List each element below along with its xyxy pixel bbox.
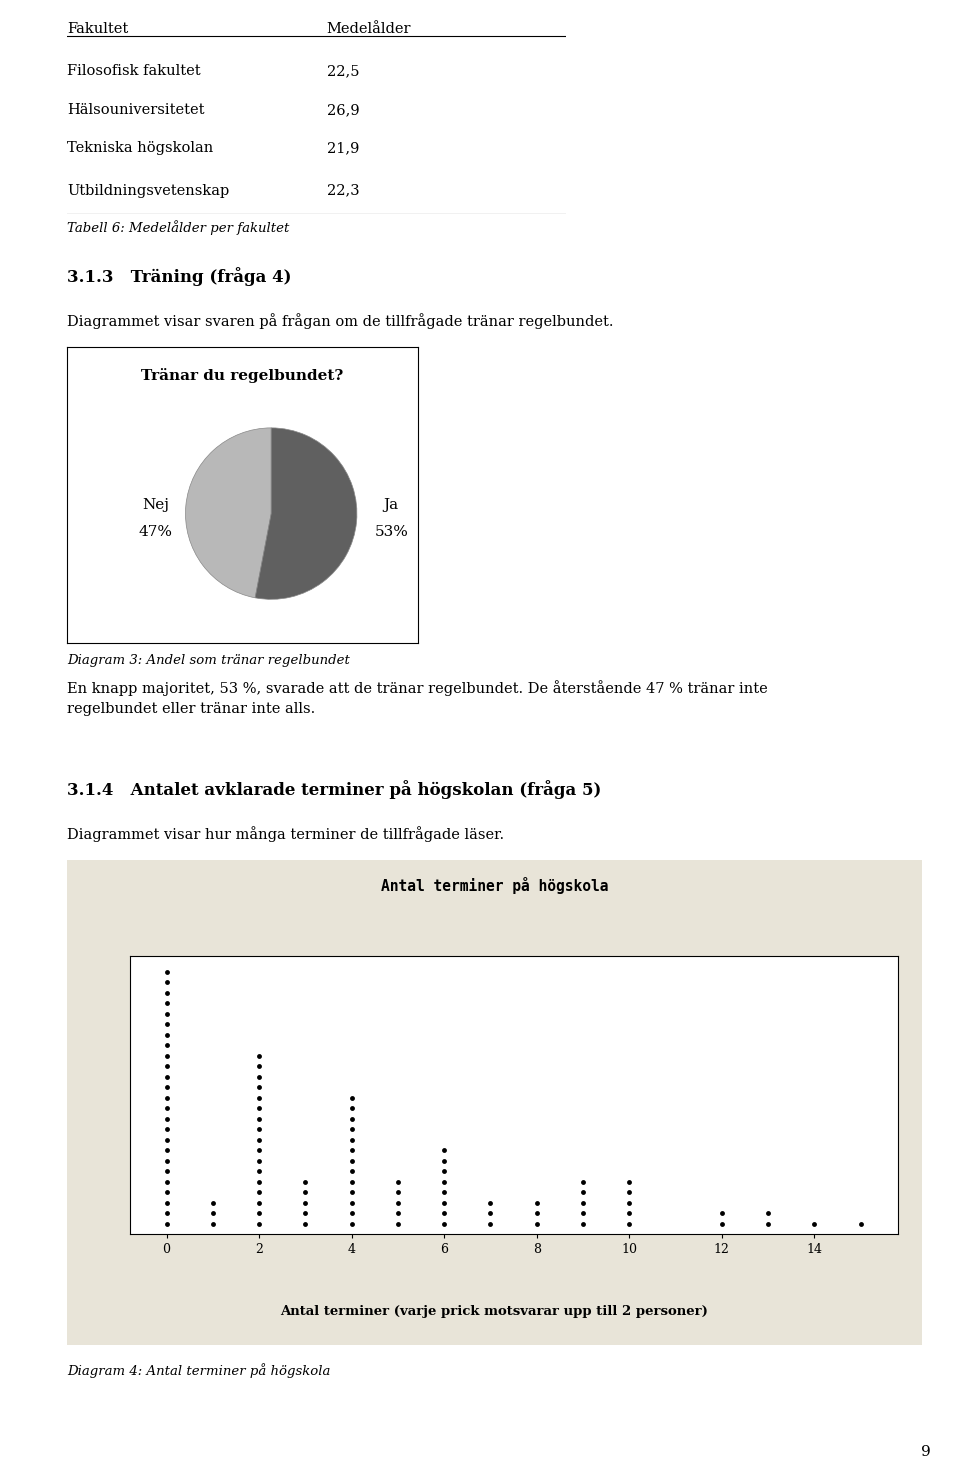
Text: 53%: 53% xyxy=(374,526,408,539)
Text: Utbildningsvetenskap: Utbildningsvetenskap xyxy=(67,183,229,198)
Text: Antal terminer (varje prick motsvarar upp till 2 personer): Antal terminer (varje prick motsvarar up… xyxy=(280,1305,708,1318)
Text: 3.1.3   Träning (fråga 4): 3.1.3 Träning (fråga 4) xyxy=(67,268,292,285)
Text: Nej: Nej xyxy=(142,498,169,511)
Text: 21,9: 21,9 xyxy=(326,142,359,155)
Wedge shape xyxy=(185,429,271,597)
Text: 26,9: 26,9 xyxy=(326,103,359,117)
Text: 22,5: 22,5 xyxy=(326,65,359,78)
Text: Diagrammet visar svaren på frågan om de tillfrågade tränar regelbundet.: Diagrammet visar svaren på frågan om de … xyxy=(67,313,613,330)
Text: Medelålder: Medelålder xyxy=(326,22,411,35)
Text: 47%: 47% xyxy=(138,526,173,539)
Text: Tränar du regelbundet?: Tränar du regelbundet? xyxy=(141,368,344,383)
Text: Ja: Ja xyxy=(384,498,398,511)
Text: 9: 9 xyxy=(922,1445,931,1459)
Text: Hälsouniversitetet: Hälsouniversitetet xyxy=(67,103,204,117)
Text: Diagram 3: Andel som tränar regelbundet: Diagram 3: Andel som tränar regelbundet xyxy=(67,655,350,667)
Text: 3.1.4   Antalet avklarade terminer på högskolan (fråga 5): 3.1.4 Antalet avklarade terminer på högs… xyxy=(67,780,602,798)
Text: En knapp majoritet, 53 %, svarade att de tränar regelbundet. De återstående 47 %: En knapp majoritet, 53 %, svarade att de… xyxy=(67,680,768,717)
Text: 22,3: 22,3 xyxy=(326,183,359,198)
Text: Filosofisk fakultet: Filosofisk fakultet xyxy=(67,65,201,78)
Wedge shape xyxy=(255,429,357,599)
Text: Tabell 6: Medelålder per fakultet: Tabell 6: Medelålder per fakultet xyxy=(67,220,290,235)
Text: Fakultet: Fakultet xyxy=(67,22,129,35)
Text: Diagrammet visar hur många terminer de tillfrågade läser.: Diagrammet visar hur många terminer de t… xyxy=(67,826,504,842)
Text: Diagram 4: Antal terminer på högskola: Diagram 4: Antal terminer på högskola xyxy=(67,1363,330,1379)
Text: Antal terminer på högskola: Antal terminer på högskola xyxy=(381,876,608,894)
Text: Tekniska högskolan: Tekniska högskolan xyxy=(67,142,213,155)
